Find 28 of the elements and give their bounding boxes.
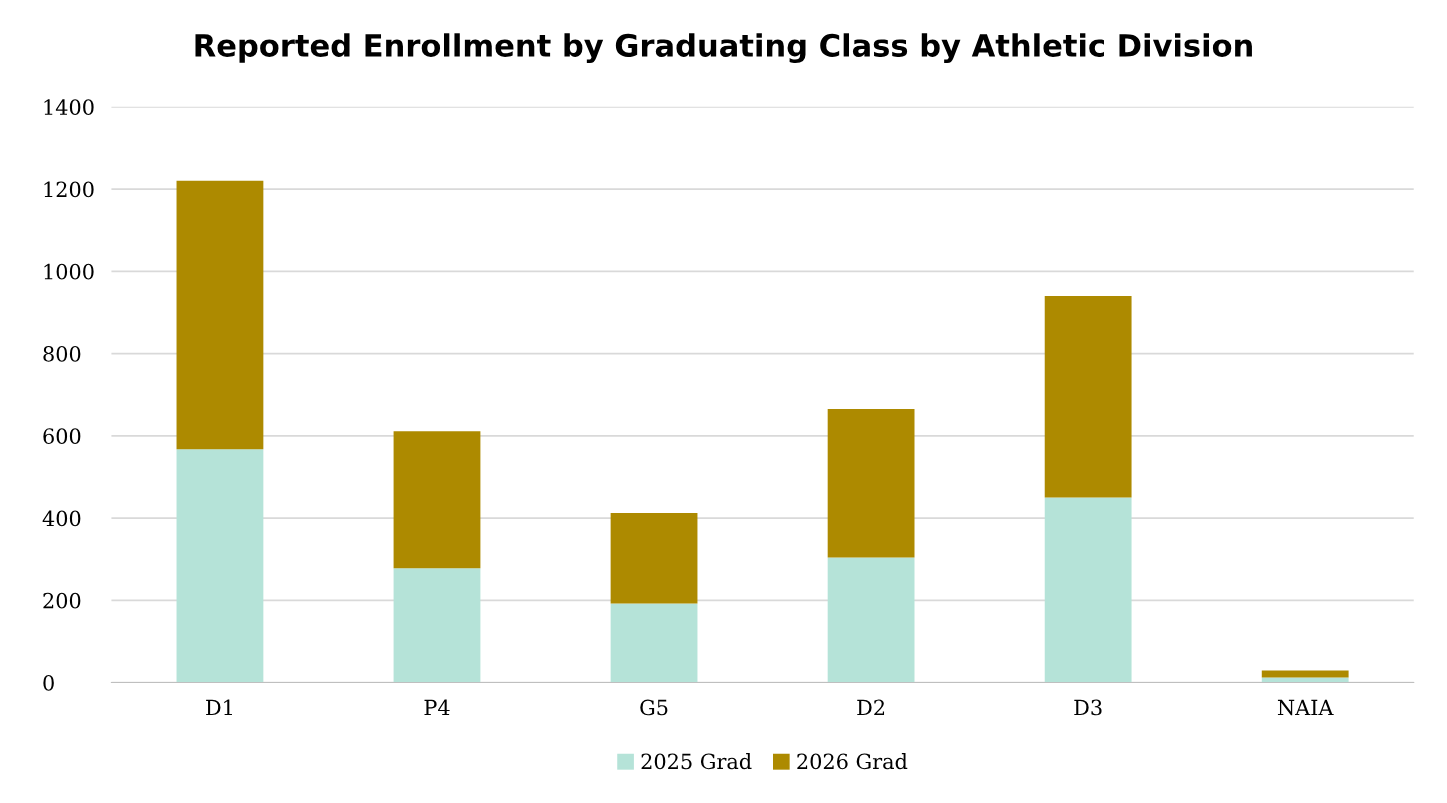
y-tick-label: 800 (43, 346, 81, 362)
chart-title: Reported Enrollment by Graduating Class by Athletic Division (195, 33, 1252, 64)
x-tick-label: D2 (857, 699, 885, 716)
x-tick-label: P4 (424, 699, 450, 716)
bar (176, 180, 264, 450)
y-tick-label: 1000 (44, 263, 94, 280)
bar (827, 409, 915, 558)
bar (393, 568, 481, 683)
y-tick-label: 600 (43, 428, 81, 445)
x-tick-label: G5 (640, 699, 668, 716)
y-tick-label: 1200 (44, 181, 94, 198)
bar (393, 431, 481, 569)
bar (610, 603, 698, 683)
y-tick-label: 1400 (44, 99, 94, 116)
bar (176, 449, 264, 683)
bar (1044, 497, 1132, 683)
y-tick-label: 0 (43, 675, 54, 691)
x-tick-label: D3 (1074, 699, 1102, 716)
y-tick-label: 200 (43, 592, 81, 609)
bar (827, 557, 915, 683)
x-tick-label: D1 (206, 699, 232, 716)
y-tick-label: 400 (42, 510, 81, 527)
legend-label: 2025 Grad (641, 753, 752, 770)
legend-label: 2026 Grad (797, 753, 908, 770)
bar (1044, 295, 1132, 498)
bar (1261, 670, 1349, 678)
x-tick-label: NAIA (1277, 699, 1334, 716)
bar (610, 513, 698, 604)
